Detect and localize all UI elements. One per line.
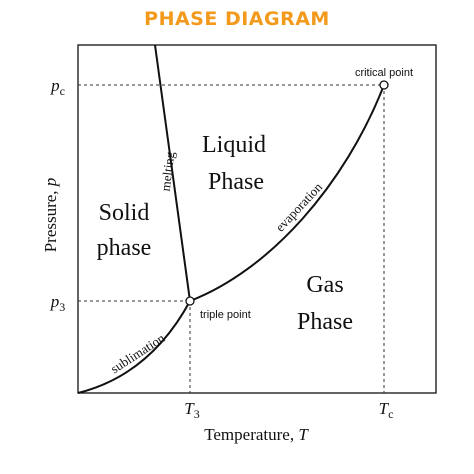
region-label: Phase <box>208 169 264 195</box>
region-label: Gas <box>306 272 343 298</box>
triple-point <box>185 296 195 306</box>
y-tick-label: p3 <box>50 292 66 314</box>
x-tick-label: T3 <box>184 399 199 421</box>
title: PHASE DIAGRAM <box>144 8 330 30</box>
sublimation-label: sublimation <box>108 330 168 376</box>
y-axis-label: Pressure, p <box>41 178 60 253</box>
region-label: Solid <box>99 200 150 226</box>
evaporation-label: evaporation <box>272 179 325 234</box>
region-label: Liquid <box>202 132 266 158</box>
plot-frame <box>77 44 437 394</box>
y-tick-label: pc <box>50 76 65 98</box>
melting-label: melting <box>158 150 178 192</box>
region-label: phase <box>97 235 152 261</box>
x-axis-label: Temperature, T <box>204 425 309 444</box>
melting-curve <box>154 44 191 302</box>
triple-point-label: triple point <box>200 309 251 321</box>
x-tick-label: Tc <box>379 399 394 421</box>
critical-point <box>379 80 389 90</box>
region-label: Phase <box>297 309 353 335</box>
sublimation-curve <box>77 300 191 394</box>
critical-point-label: critical point <box>355 67 413 79</box>
evaporation-curve <box>189 84 385 302</box>
